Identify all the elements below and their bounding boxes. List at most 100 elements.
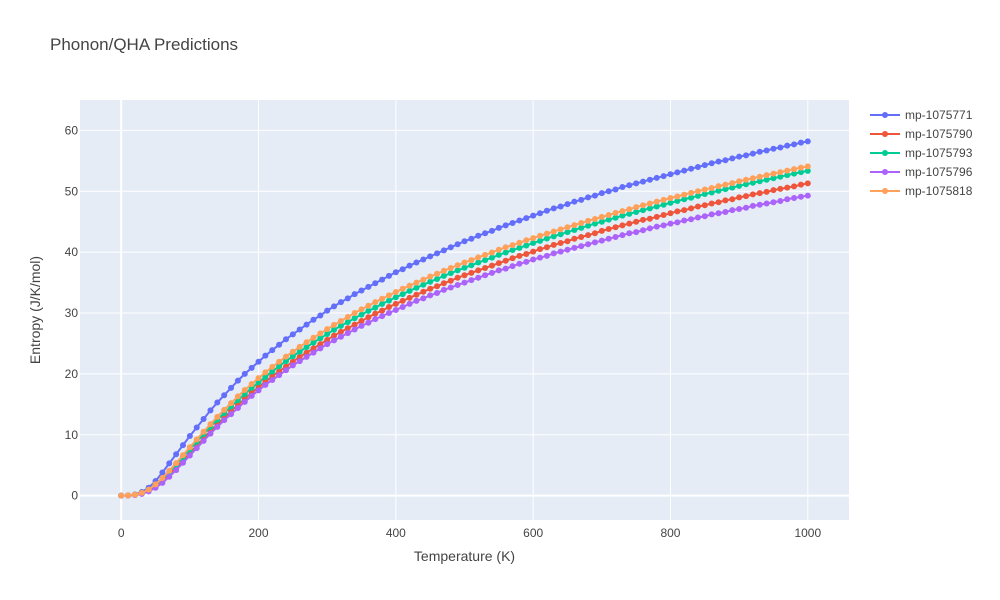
data-point [241, 398, 248, 405]
data-point [344, 295, 351, 302]
data-point [385, 303, 392, 310]
data-point [420, 281, 427, 288]
data-point [241, 387, 248, 394]
data-point [324, 341, 331, 348]
data-point [763, 188, 770, 195]
data-point [385, 310, 392, 317]
legend-marker [882, 150, 888, 156]
data-point [763, 176, 770, 183]
data-point [200, 437, 207, 444]
data-point [756, 178, 763, 185]
data-point [660, 222, 667, 229]
data-point [331, 337, 338, 344]
data-point [585, 222, 592, 229]
data-point [475, 254, 482, 261]
data-point [729, 155, 736, 162]
legend-item[interactable]: mp-1075818 [870, 184, 973, 198]
data-point [633, 180, 640, 187]
data-point [344, 325, 351, 332]
data-point [674, 208, 681, 215]
data-point [234, 377, 241, 384]
data-point [317, 345, 324, 352]
data-point [173, 467, 180, 474]
data-point [173, 460, 180, 467]
data-point [804, 138, 811, 145]
data-point [585, 194, 592, 201]
data-point [797, 169, 804, 176]
data-point [715, 183, 722, 190]
legend-item[interactable]: mp-1075793 [870, 146, 973, 160]
legend-item[interactable]: mp-1075771 [870, 108, 973, 122]
data-point [550, 228, 557, 235]
data-point [646, 225, 653, 232]
legend: mp-1075771 mp-1075790 mp-1075793 mp-1075796… [870, 108, 973, 198]
data-point [317, 335, 324, 342]
data-point [269, 377, 276, 383]
legend-label: mp-1075790 [905, 127, 973, 141]
legend-item[interactable]: mp-1075790 [870, 127, 973, 141]
data-point [173, 451, 180, 458]
data-point [289, 362, 296, 369]
data-point [145, 486, 152, 493]
data-point [701, 186, 708, 193]
data-point [736, 153, 743, 160]
legend-marker [882, 112, 888, 118]
data-point [633, 229, 640, 236]
x-tick-label: 600 [523, 526, 543, 540]
data-point [736, 194, 743, 201]
data-point [591, 230, 598, 237]
data-point [660, 201, 667, 208]
data-point [777, 198, 784, 205]
data-point [763, 200, 770, 207]
data-point [434, 283, 441, 290]
data-point [749, 150, 756, 157]
data-point [619, 212, 626, 219]
data-point [488, 249, 495, 256]
data-point [282, 353, 289, 360]
legend-marker [882, 188, 888, 194]
data-point [633, 218, 640, 225]
data-point [694, 188, 701, 195]
data-point [475, 259, 482, 266]
data-point [681, 167, 688, 174]
data-point [228, 384, 235, 391]
data-point [406, 282, 413, 289]
data-point [454, 274, 461, 281]
data-point [440, 286, 447, 293]
data-point [434, 289, 441, 296]
data-point [537, 232, 544, 239]
data-point [626, 220, 633, 227]
data-point [337, 328, 344, 335]
data-point [564, 246, 571, 253]
data-point [626, 206, 633, 213]
legend-item[interactable]: mp-1075796 [870, 165, 973, 179]
data-point [207, 430, 214, 437]
data-point [234, 405, 241, 411]
data-point [619, 222, 626, 229]
data-point [303, 353, 310, 360]
data-point [523, 237, 530, 244]
data-point [379, 295, 386, 302]
data-point [797, 164, 804, 171]
series-mp-1075818 [118, 163, 811, 499]
data-point [468, 277, 475, 284]
data-point [159, 479, 166, 486]
data-point [262, 373, 269, 380]
data-point [578, 219, 585, 226]
data-point [557, 248, 564, 255]
data-point [777, 169, 784, 176]
data-point [688, 194, 695, 201]
y-tick-label: 60 [65, 123, 79, 137]
data-point [749, 191, 756, 198]
data-point [715, 199, 722, 206]
data-point [317, 330, 324, 337]
data-point [770, 170, 777, 177]
data-point [475, 267, 482, 274]
data-point [770, 199, 777, 206]
data-point [509, 263, 516, 270]
data-point [440, 267, 447, 274]
data-point [392, 269, 399, 276]
data-point [324, 336, 331, 343]
data-point [674, 219, 681, 226]
data-point [708, 200, 715, 207]
